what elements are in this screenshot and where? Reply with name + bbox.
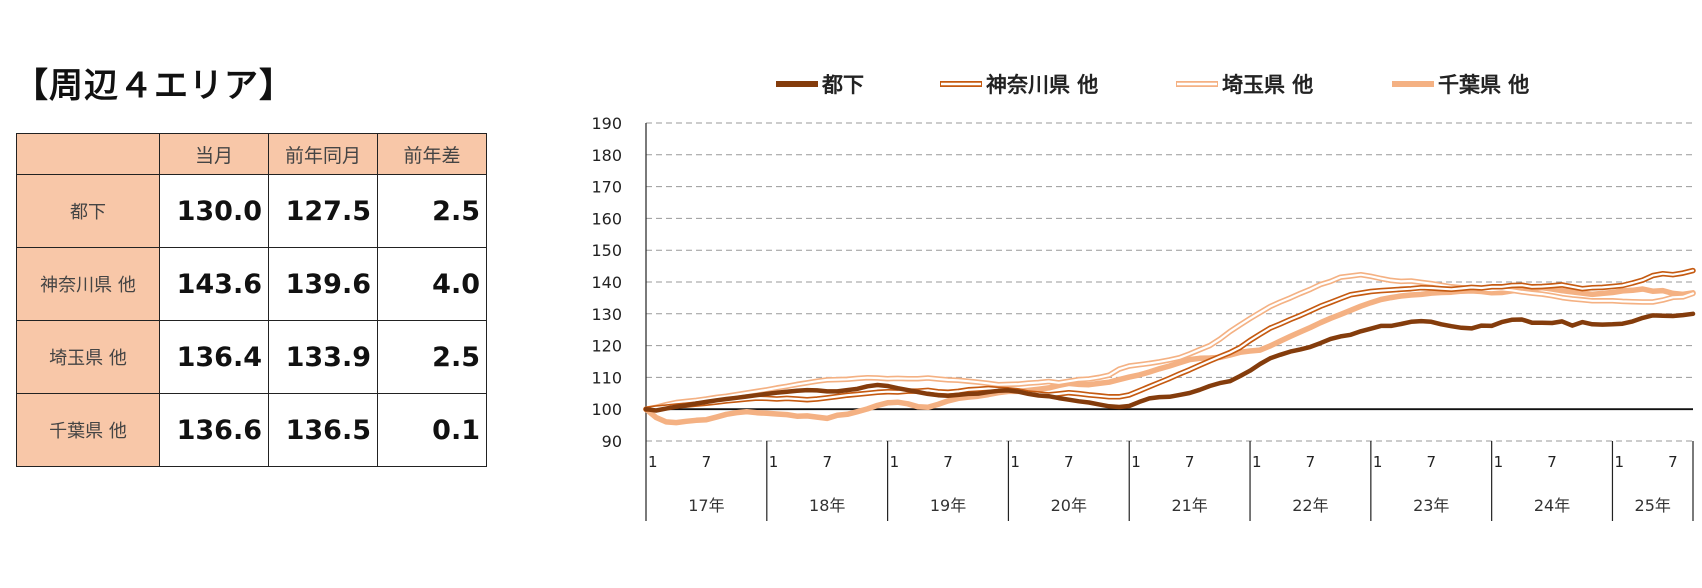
- table-row: 神奈川県 他 143.6 139.6 4.0: [16, 247, 487, 321]
- year-label: 24年: [1534, 496, 1570, 515]
- row-label: 千葉県 他: [16, 393, 160, 467]
- x-tick-label: 1: [1131, 453, 1141, 471]
- cell-value: 0.1: [377, 393, 487, 467]
- x-tick-label: 1: [769, 453, 779, 471]
- y-tick-label: 190: [591, 114, 622, 133]
- x-tick-label: 7: [1668, 453, 1678, 471]
- year-label: 25年: [1635, 496, 1671, 515]
- year-label: 23年: [1413, 496, 1449, 515]
- x-tick-label: 1: [648, 453, 658, 471]
- y-tick-label: 130: [591, 305, 622, 324]
- series-line-3-inner: [644, 273, 1695, 411]
- legend-label: 神奈川県 他: [986, 73, 1098, 97]
- cell-value: 136.6: [159, 393, 269, 467]
- y-tick-label: 180: [591, 146, 622, 165]
- legend-label: 千葉県 他: [1438, 73, 1529, 97]
- y-tick-label: 110: [591, 368, 622, 387]
- x-tick-label: 7: [1306, 453, 1316, 471]
- year-label: 21年: [1171, 496, 1207, 515]
- cell-value: 136.5: [268, 393, 378, 467]
- series-line-4: [643, 284, 1696, 426]
- year-label: 22年: [1292, 496, 1328, 515]
- cell-value: 2.5: [377, 174, 487, 248]
- table-row: 千葉県 他 136.6 136.5 0.1: [16, 393, 487, 467]
- x-tick-label: 1: [1494, 453, 1504, 471]
- year-label: 17年: [688, 496, 724, 515]
- y-tick-label: 120: [591, 337, 622, 356]
- x-tick-label: 1: [1373, 453, 1383, 471]
- x-tick-label: 1: [890, 453, 900, 471]
- cell-value: 136.4: [159, 320, 269, 394]
- cell-value: 4.0: [377, 247, 487, 321]
- year-label: 20年: [1051, 496, 1087, 515]
- cell-value: 127.5: [268, 174, 378, 248]
- page-title: 【周辺４エリア】: [14, 66, 294, 106]
- cell-value: 143.6: [159, 247, 269, 321]
- x-tick-label: 7: [1185, 453, 1195, 471]
- table-corner-cell: [16, 133, 160, 175]
- y-tick-label: 100: [591, 400, 622, 419]
- table-header-row: 当月 前年同月 前年差: [16, 133, 487, 175]
- x-tick-label: 7: [943, 453, 953, 471]
- x-tick-label: 7: [702, 453, 712, 471]
- table-row: 都下 130.0 127.5 2.5: [16, 174, 487, 248]
- y-tick-label: 160: [591, 209, 622, 228]
- y-tick-label: 90: [602, 432, 622, 451]
- row-label: 神奈川県 他: [16, 247, 160, 321]
- cell-value: 139.6: [268, 247, 378, 321]
- y-tick-label: 140: [591, 273, 622, 292]
- x-tick-label: 1: [1252, 453, 1262, 471]
- x-tick-label: 1: [1614, 453, 1624, 471]
- y-tick-label: 150: [591, 241, 622, 260]
- column-header-yoy-difference: 前年差: [377, 133, 487, 175]
- year-label: 18年: [809, 496, 845, 515]
- row-label: 都下: [16, 174, 160, 248]
- x-tick-label: 7: [1426, 453, 1436, 471]
- cell-value: 133.9: [268, 320, 378, 394]
- legend-label: 都下: [821, 73, 864, 97]
- x-tick-label: 7: [1064, 453, 1074, 471]
- series-line-1: [643, 311, 1696, 413]
- x-tick-label: 7: [822, 453, 832, 471]
- legend-label: 埼玉県 他: [1222, 73, 1313, 97]
- year-label: 19年: [930, 496, 966, 515]
- x-tick-label: 1: [1010, 453, 1020, 471]
- summary-table: 当月 前年同月 前年差 都下 130.0 127.5 2.5 神奈川県 他 14…: [16, 133, 487, 467]
- series-line-2-inner: [644, 269, 1695, 411]
- y-tick-label: 170: [591, 178, 622, 197]
- x-tick-label: 7: [1547, 453, 1557, 471]
- cell-value: 2.5: [377, 320, 487, 394]
